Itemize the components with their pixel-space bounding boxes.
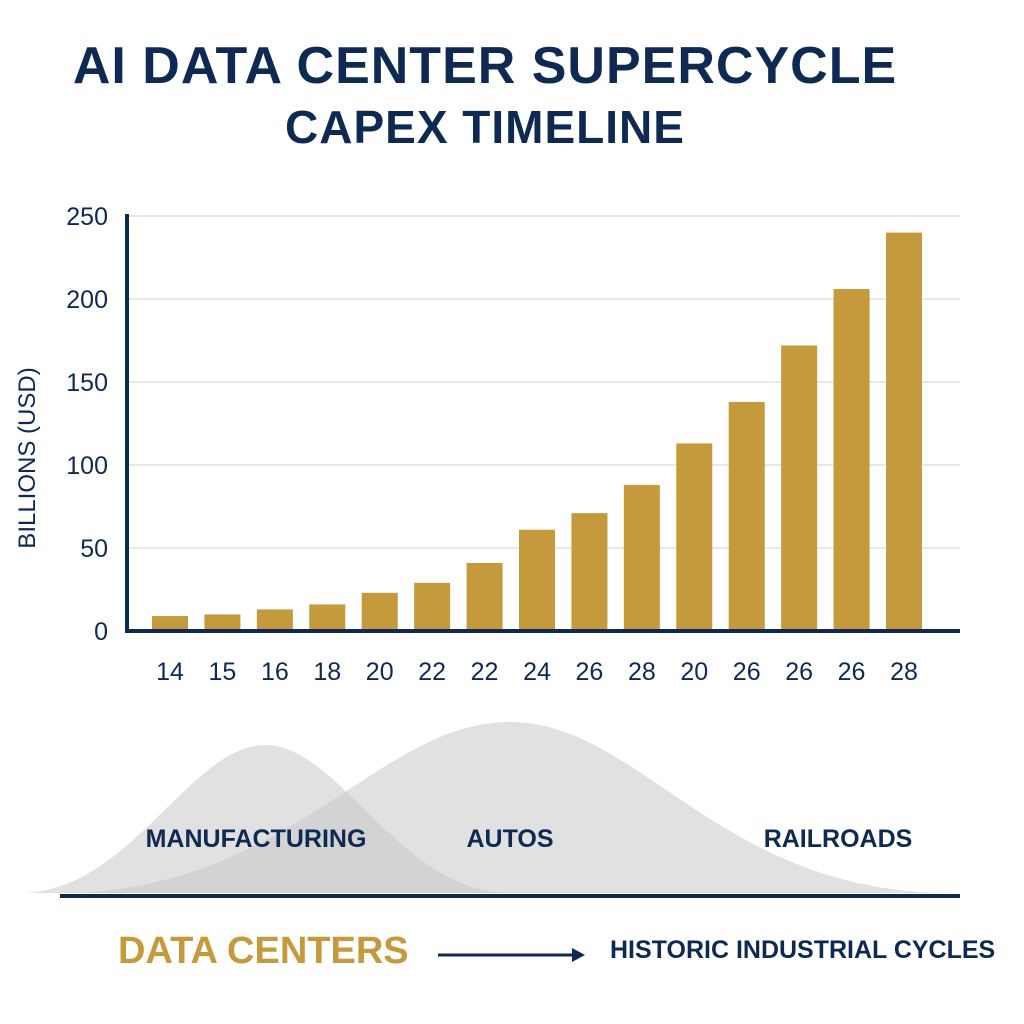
x-tick-label: 28 (890, 658, 918, 686)
bar-10 (676, 443, 713, 631)
x-tick-label: 22 (471, 658, 499, 686)
axes (125, 214, 960, 633)
bar-3 (309, 604, 346, 631)
x-tick-label: 28 (628, 658, 656, 686)
x-tick-labels: 14 15 16 18 20 22 22 24 26 28 20 26 26 26 28 (156, 658, 918, 686)
bars (152, 232, 922, 631)
y-tick-label: 250 (66, 203, 108, 231)
cycle-label-railroads: RAILROADS (764, 825, 913, 853)
bar-2 (256, 609, 293, 631)
x-tick-label: 15 (209, 658, 237, 686)
bar-12 (781, 345, 818, 631)
bar-11 (728, 401, 765, 631)
x-tick-label: 14 (156, 658, 184, 686)
y-tick-labels: 0 50 100 150 200 250 (66, 203, 108, 646)
x-tick-label: 22 (418, 658, 446, 686)
legend-arrow (438, 948, 585, 962)
y-tick-label: 200 (66, 286, 108, 314)
bar-7 (519, 529, 555, 631)
x-tick-label: 16 (261, 658, 289, 686)
bar-13 (833, 289, 870, 631)
bar-5 (414, 582, 451, 631)
bar-9 (623, 484, 660, 631)
x-tick-label: 20 (680, 658, 708, 686)
autos-railroads-cycle-curve (80, 722, 950, 893)
x-tick-label: 26 (576, 658, 604, 686)
x-tick-label: 26 (733, 658, 761, 686)
x-tick-label: 24 (523, 658, 551, 686)
x-tick-label: 20 (366, 658, 394, 686)
bar-14 (886, 232, 922, 631)
x-tick-label: 26 (838, 658, 866, 686)
y-tick-label: 100 (66, 452, 108, 480)
bar-8 (571, 513, 608, 631)
cycle-label-manufacturing: MANUFACTURING (146, 825, 367, 853)
y-tick-label: 0 (94, 618, 108, 646)
bar-0 (152, 616, 188, 631)
chart-subtitle: CAPEX TIMELINE (285, 101, 685, 153)
bar-6 (466, 562, 503, 631)
chart-title: AI DATA CENTER SUPERCYCLE (72, 37, 898, 95)
arrow-head-icon (572, 948, 585, 962)
y-tick-label: 50 (80, 535, 108, 563)
historic-cycles-illustration: MANUFACTURING AUTOS RAILROADS (20, 722, 960, 898)
x-tick-label: 18 (313, 658, 341, 686)
x-tick-label: 26 (785, 658, 813, 686)
bar-4 (361, 592, 398, 631)
bar-1 (204, 614, 241, 631)
cycle-label-autos: AUTOS (466, 825, 553, 853)
legend-data-centers: DATA CENTERS (118, 930, 409, 972)
y-tick-label: 150 (66, 369, 108, 397)
legend-historic-cycles: HISTORIC INDUSTRIAL CYCLES (610, 936, 996, 964)
